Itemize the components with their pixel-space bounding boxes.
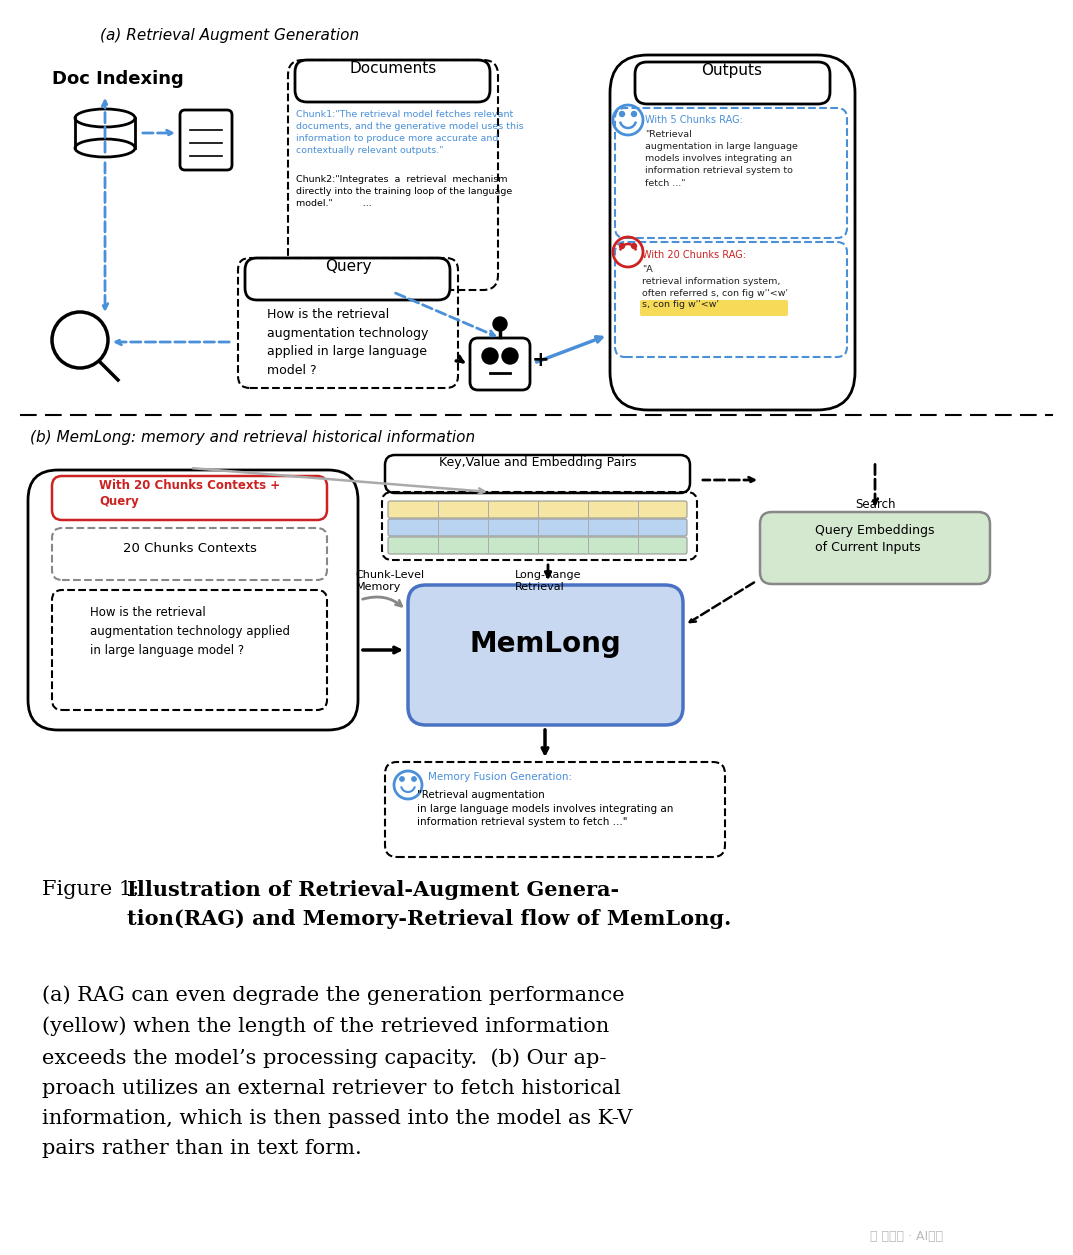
Text: Key,Value and Embedding Pairs: Key,Value and Embedding Pairs xyxy=(439,456,636,469)
FancyBboxPatch shape xyxy=(640,300,788,316)
FancyBboxPatch shape xyxy=(295,60,490,102)
FancyBboxPatch shape xyxy=(470,338,530,390)
Text: Long-Range
Retrieval: Long-Range Retrieval xyxy=(515,570,582,592)
Text: Figure 1:: Figure 1: xyxy=(42,880,146,899)
Text: With 20 Chunks RAG:: With 20 Chunks RAG: xyxy=(642,250,746,260)
Text: Chunk2:"Integrates  a  retrieval  mechanism
directly into the training loop of t: Chunk2:"Integrates a retrieval mechanism… xyxy=(296,174,512,208)
Circle shape xyxy=(619,243,624,248)
Text: Outputs: Outputs xyxy=(702,63,763,78)
Text: 20 Chunks Contexts: 20 Chunks Contexts xyxy=(123,542,256,555)
FancyBboxPatch shape xyxy=(245,259,450,300)
Text: "Retrieval
augmentation in large language
models involves integrating an
informa: "Retrieval augmentation in large languag… xyxy=(645,131,798,187)
Text: Memory Fusion Generation:: Memory Fusion Generation: xyxy=(428,772,572,782)
FancyBboxPatch shape xyxy=(52,476,327,520)
FancyBboxPatch shape xyxy=(28,471,358,730)
Text: (a) RAG can even degrade the generation performance
(yellow) when the length of : (a) RAG can even degrade the generation … xyxy=(42,985,632,1158)
Circle shape xyxy=(619,112,624,117)
Text: s, con fig w''<w': s, con fig w''<w' xyxy=(642,300,719,309)
Text: 📱 公众号 · AI帝国: 📱 公众号 · AI帝国 xyxy=(870,1230,943,1242)
Circle shape xyxy=(632,243,636,248)
Circle shape xyxy=(400,777,405,781)
Text: Query: Query xyxy=(325,259,371,274)
Text: "A
retrieval information system,
often referred s, con fig w''<w': "A retrieval information system, often r… xyxy=(642,265,788,299)
Text: With 20 Chunks Contexts +
Query: With 20 Chunks Contexts + Query xyxy=(100,479,280,508)
FancyBboxPatch shape xyxy=(609,55,855,410)
Circle shape xyxy=(632,112,636,117)
Text: Chunk1:"The retrieval model fetches relevant
documents, and the generative model: Chunk1:"The retrieval model fetches rele… xyxy=(296,110,524,156)
FancyBboxPatch shape xyxy=(760,512,990,584)
Text: (a) Retrieval Augment Generation: (a) Retrieval Augment Generation xyxy=(100,28,359,43)
Text: Illustration of Retrieval-Augment Genera-
tion(RAG) and Memory-Retrieval flow of: Illustration of Retrieval-Augment Genera… xyxy=(127,880,732,929)
FancyBboxPatch shape xyxy=(180,110,232,169)
FancyBboxPatch shape xyxy=(388,537,687,553)
Text: How is the retrieval
augmentation technology
applied in large language
model ?: How is the retrieval augmentation techno… xyxy=(267,307,429,376)
Circle shape xyxy=(482,348,498,364)
Text: (b) MemLong: memory and retrieval historical information: (b) MemLong: memory and retrieval histor… xyxy=(30,430,475,446)
Text: MemLong: MemLong xyxy=(469,630,621,658)
FancyBboxPatch shape xyxy=(385,456,690,493)
Text: Documents: Documents xyxy=(350,61,437,77)
Circle shape xyxy=(502,348,518,364)
Circle shape xyxy=(412,777,416,781)
FancyBboxPatch shape xyxy=(408,585,684,725)
Text: How is the retrieval
augmentation technology applied
in large language model ?: How is the retrieval augmentation techno… xyxy=(90,606,290,658)
FancyBboxPatch shape xyxy=(388,520,687,536)
Text: +: + xyxy=(532,350,549,370)
Text: Search: Search xyxy=(855,498,895,511)
FancyBboxPatch shape xyxy=(388,501,687,518)
Text: Chunk-Level
Memory: Chunk-Level Memory xyxy=(355,570,425,592)
Text: Doc Indexing: Doc Indexing xyxy=(52,70,183,88)
Circle shape xyxy=(493,318,508,331)
FancyBboxPatch shape xyxy=(635,61,831,104)
Text: "Retrieval augmentation
in large language models involves integrating an
informa: "Retrieval augmentation in large languag… xyxy=(416,789,673,827)
Text: With 5 Chunks RAG:: With 5 Chunks RAG: xyxy=(645,115,743,126)
Text: Query Embeddings
of Current Inputs: Query Embeddings of Current Inputs xyxy=(815,525,935,553)
